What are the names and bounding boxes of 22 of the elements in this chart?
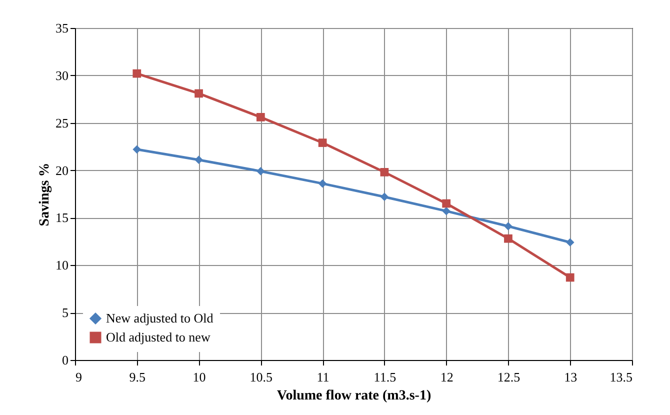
x-tick-label: 11.5 <box>374 370 396 384</box>
x-tick-label: 11 <box>316 370 330 384</box>
x-tick-label: 13.5 <box>610 370 632 384</box>
x-tick-label: 10.5 <box>250 370 273 384</box>
x-tick-label: 12.5 <box>497 370 520 384</box>
legend-label: Old adjusted to new <box>106 330 211 344</box>
x-tick-label: 13 <box>564 370 578 384</box>
y-tick-label: 25 <box>56 115 68 130</box>
y-tick-label: 10 <box>56 258 68 273</box>
x-tick-label: 12 <box>440 370 454 384</box>
y-tick-label: 20 <box>56 162 68 178</box>
y-tick-label: 15 <box>56 210 68 226</box>
y-tick-label: 35 <box>56 20 68 36</box>
y-axis-title: Savings % <box>38 162 52 226</box>
y-tick-label: 0 <box>62 352 68 368</box>
legend-label: New adjusted to Old <box>106 310 214 326</box>
x-tick-label: 9 <box>76 370 82 384</box>
y-tick-label: 5 <box>62 305 68 320</box>
y-tick-label: 30 <box>56 68 68 83</box>
x-tick-label: 10 <box>192 370 206 384</box>
x-axis-title: Volume flow rate (m3.s-1) <box>276 388 432 404</box>
x-tick-label: 9.5 <box>129 370 146 384</box>
